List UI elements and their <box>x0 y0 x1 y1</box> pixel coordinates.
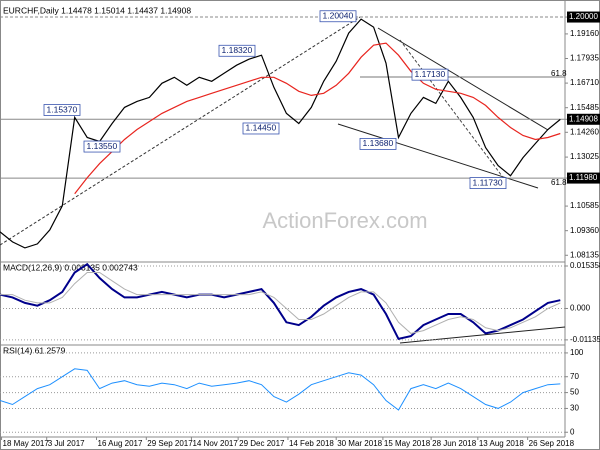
price-box <box>567 172 600 184</box>
price-annotation <box>83 140 121 153</box>
panel-title: MACD(12,26,9) 0.003135 0.002743 <box>3 262 138 272</box>
price-annotation <box>411 68 449 81</box>
panel-title: EURCHF,Daily 1.14478 1.15014 1.14437 1.1… <box>3 5 191 15</box>
annotation-label: 1.13680 <box>363 138 394 148</box>
y-tick-label: 70 <box>570 372 579 381</box>
x-tick-label: 14 Feb 2018 <box>289 439 334 448</box>
y-tick-label: 0.000 <box>570 304 591 313</box>
x-tick-label: 16 Aug 2017 <box>98 439 143 448</box>
x-tick-label: 14 Nov 2017 <box>192 439 238 448</box>
y-tick-label: 1.10585 <box>570 201 599 210</box>
series-line <box>0 272 561 334</box>
x-tick-label: 18 May 2017 <box>3 439 50 448</box>
annotation-label: 1.15370 <box>47 104 78 114</box>
x-tick-label: 30 Mar 2018 <box>337 439 382 448</box>
y-tick-label: -0.011352 <box>570 335 600 344</box>
series-line <box>0 18 561 249</box>
price-annotation <box>218 44 256 57</box>
price-box <box>567 11 600 23</box>
trend-line <box>399 326 566 344</box>
y-tick-label: 1.19160 <box>570 29 599 38</box>
price-annotation <box>43 104 81 116</box>
y-tick-label: 1.15485 <box>570 103 599 112</box>
y-tick-label: 1.14260 <box>570 127 599 136</box>
y-tick-label: 0 <box>570 427 575 436</box>
y-tick-label: 1.14908 <box>569 114 598 123</box>
annotation-label: 1.13550 <box>87 141 118 151</box>
x-tick-label: 26 Sep 2018 <box>529 439 575 448</box>
y-tick-label: 1.11980 <box>569 173 598 182</box>
y-tick-label: 1.09360 <box>570 226 599 235</box>
fib-label: 61.8 <box>551 69 567 78</box>
x-tick-label: 3 Jul 2017 <box>48 439 85 448</box>
annotation-label: 1.11730 <box>473 177 503 187</box>
x-tick-label: 29 Dec 2017 <box>239 439 285 448</box>
series-line <box>74 42 561 195</box>
x-tick-label: 13 Aug 2018 <box>479 439 524 448</box>
fib-label: 61.8 <box>551 178 567 187</box>
y-tick-label: 100 <box>570 348 584 357</box>
price-annotation <box>319 10 357 23</box>
price-annotation <box>359 138 397 150</box>
panel-title: RSI(14) 61.2579 <box>3 345 66 355</box>
x-tick-label: 28 Jun 2018 <box>432 439 477 448</box>
y-tick-label: 30 <box>570 404 579 413</box>
price-annotation <box>242 122 280 135</box>
annotation-label: 1.17130 <box>415 69 446 79</box>
y-tick-label: 0.015358 <box>570 261 600 270</box>
annotation-label: 1.20040 <box>323 10 354 20</box>
x-tick-label: 29 Sep 2017 <box>147 439 193 448</box>
annotation-label: 1.18320 <box>222 45 253 55</box>
watermark: ActionForex.com <box>262 208 427 233</box>
price-box <box>567 113 600 125</box>
trend-line <box>399 39 506 181</box>
annotation-label: 1.14450 <box>246 123 277 133</box>
y-tick-label: 1.16710 <box>570 78 599 87</box>
y-tick-label: 50 <box>570 388 579 397</box>
y-tick-label: 1.20000 <box>569 12 598 21</box>
series-line <box>0 368 561 411</box>
y-tick-label: 1.13025 <box>570 152 599 161</box>
trend-line <box>377 27 549 131</box>
trend-line <box>0 16 361 246</box>
y-tick-label: 1.08135 <box>570 250 599 259</box>
y-tick-label: 1.17935 <box>570 54 599 63</box>
x-tick-label: 15 May 2018 <box>384 439 431 448</box>
price-annotation <box>469 177 507 189</box>
